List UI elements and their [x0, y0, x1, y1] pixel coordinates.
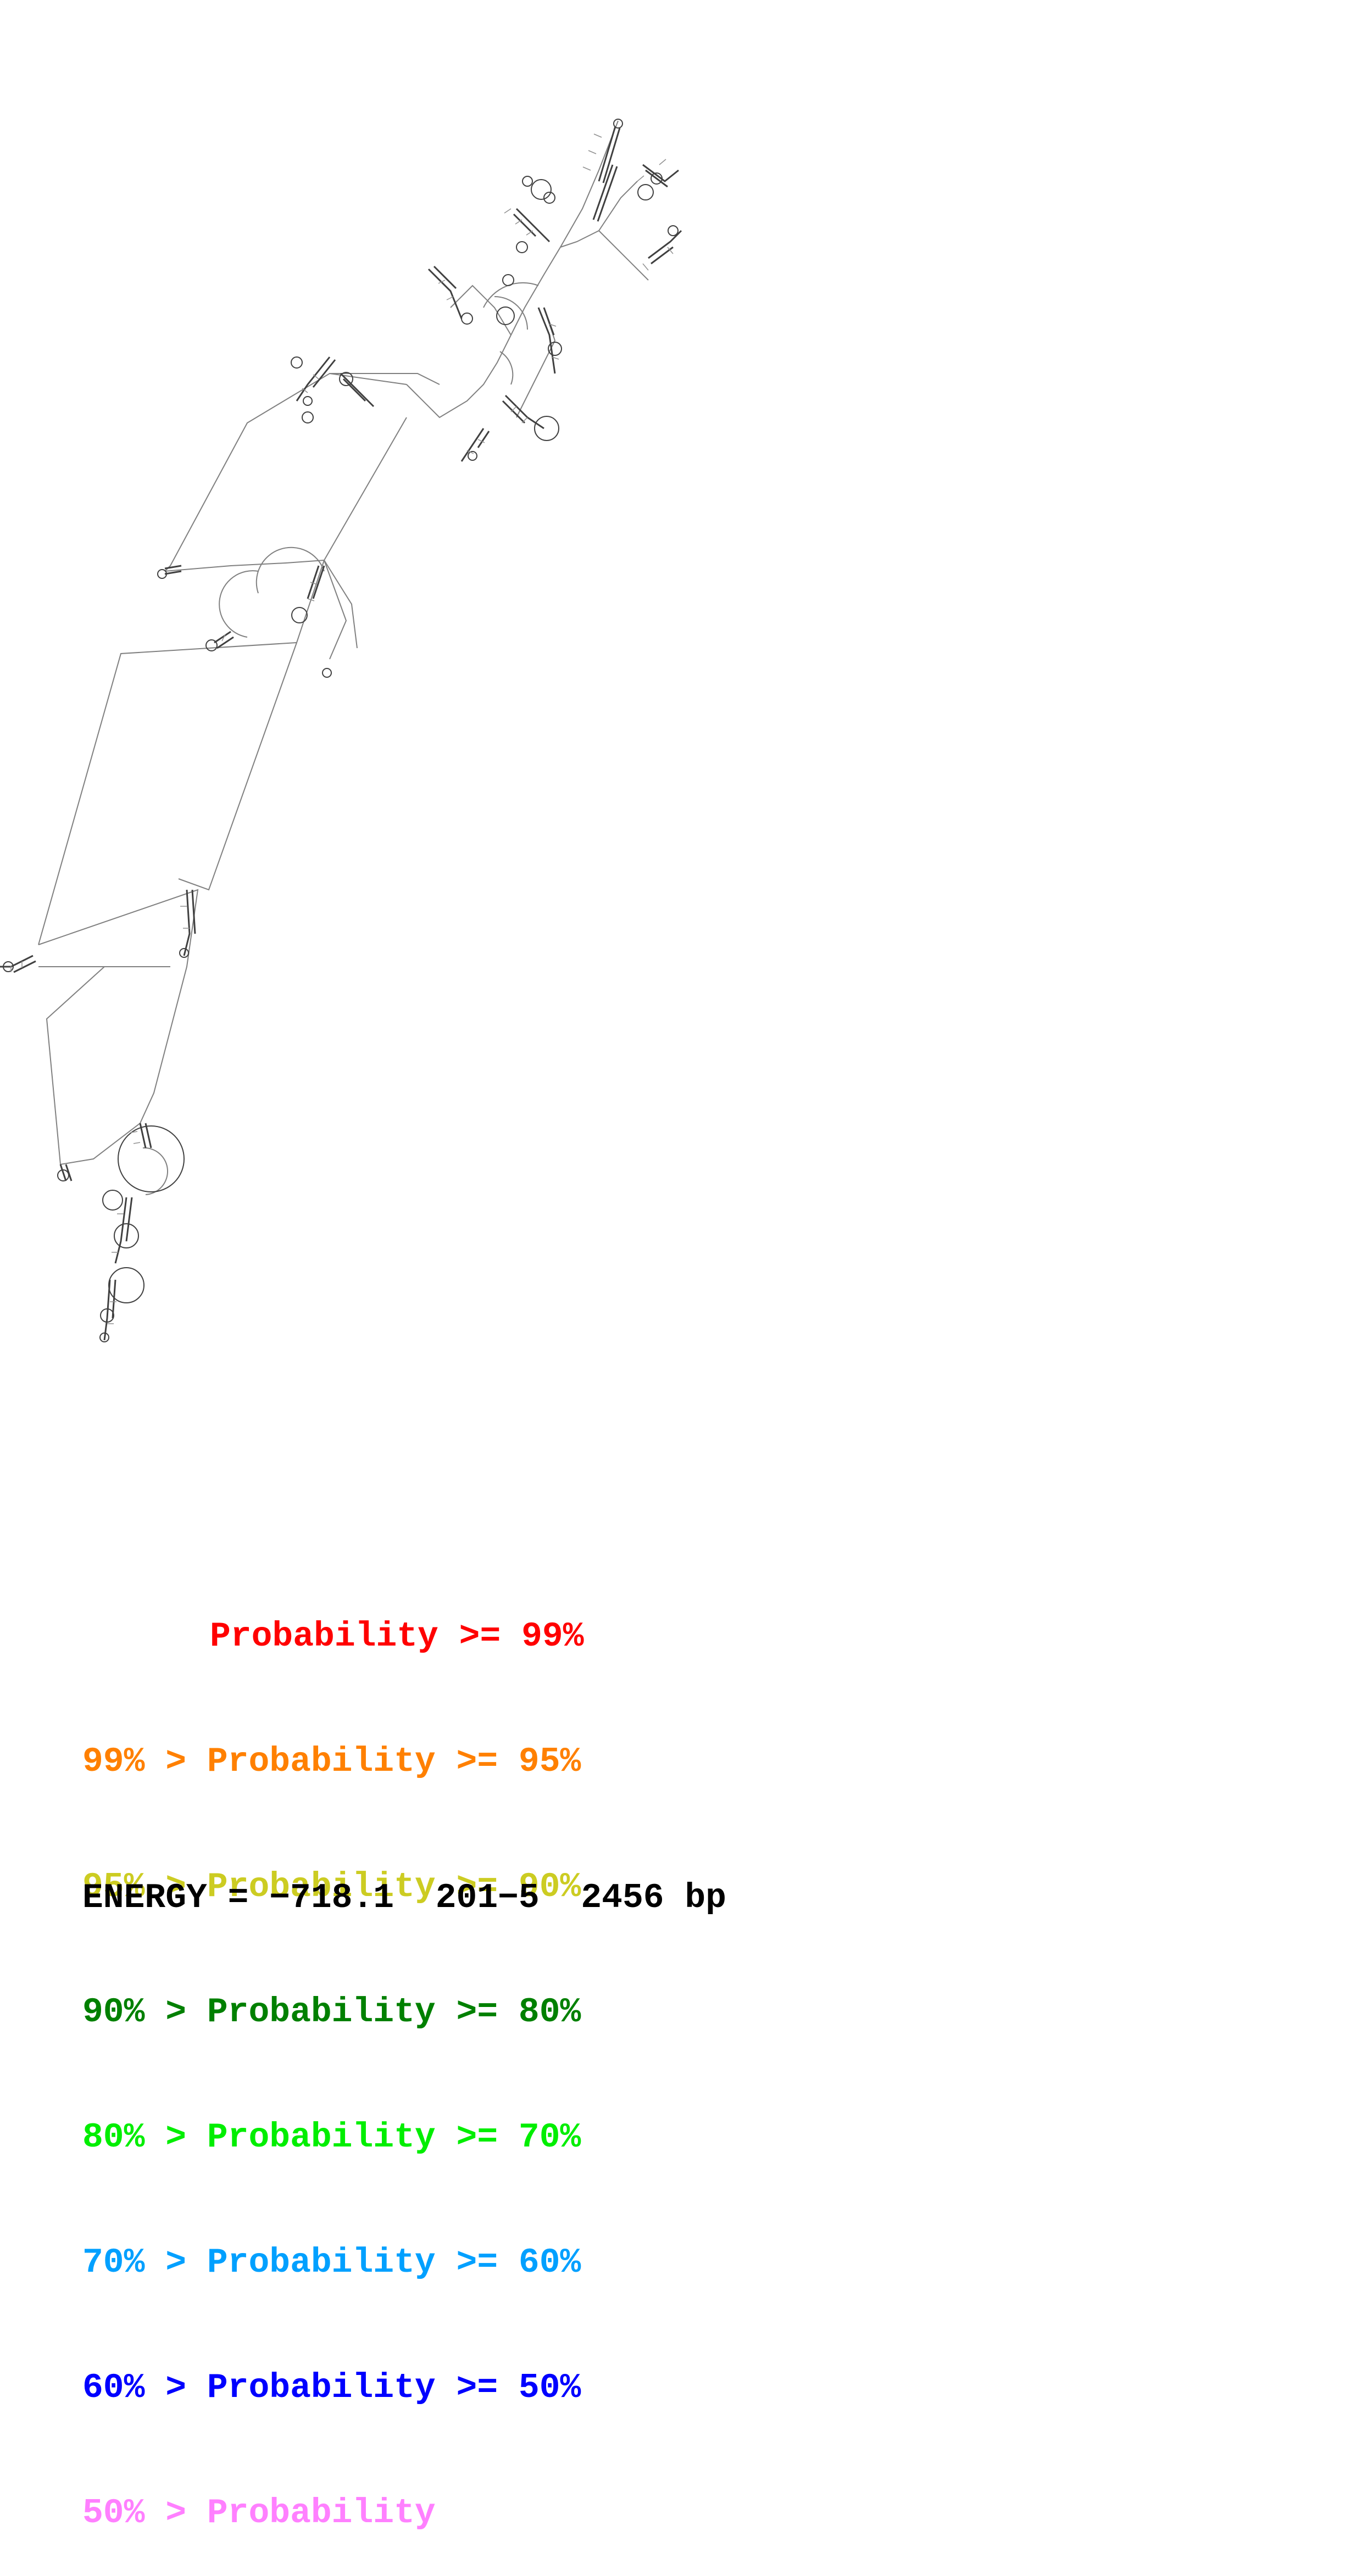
hairpin-loop: [118, 1125, 185, 1192]
legend-row: 70% > Probability >= 60%: [82, 2242, 584, 2284]
helix: [598, 126, 621, 183]
helix: [0, 955, 36, 973]
legend-row: 99% > Probability >= 95%: [82, 1741, 584, 1783]
hairpin-loop: [339, 372, 353, 386]
hairpin-loop: [303, 396, 313, 406]
legend-prefix: 50% >: [82, 2494, 207, 2533]
legend-row: 60% > Probability >= 50%: [82, 2367, 584, 2409]
multiloop-arc: [483, 282, 539, 308]
backbone-segment: [598, 230, 649, 281]
hairpin-loop: [468, 451, 477, 461]
helix: [164, 565, 182, 575]
backbone-segment: [560, 181, 638, 248]
hairpin-loop: [205, 639, 218, 651]
rna-secondary-structure-diagram: [0, 119, 682, 1342]
hairpin-loop: [3, 961, 14, 972]
legend-row: 90% > Probability >= 80%: [82, 1992, 584, 2033]
legend-row: 95% > Probability >= 90%: [82, 1866, 584, 1908]
legend-label: Probability >= 95%: [207, 1742, 581, 1781]
hairpin-loop: [102, 1190, 123, 1211]
helix: [537, 307, 556, 374]
legend-label: Probability >= 80%: [207, 1993, 581, 2032]
helix: [427, 265, 463, 319]
hairpin-loop: [291, 356, 303, 369]
legend-label: Probability >= 90%: [207, 1867, 581, 1906]
hairpin-loop: [651, 172, 663, 185]
multiloop-arc: [494, 296, 528, 330]
hairpin-loop: [502, 274, 514, 286]
helix: [114, 1197, 133, 1264]
backbone-segment: [38, 642, 297, 945]
hairpin-loop: [613, 119, 623, 129]
hairpin-loop: [496, 306, 515, 325]
backbone: [38, 120, 649, 1195]
legend-label: Probability >= 70%: [207, 2118, 581, 2157]
loops: [3, 119, 679, 1342]
backbone-segment: [38, 889, 199, 1124]
multiloop-arc: [219, 570, 259, 638]
hairpin-loop: [99, 1332, 109, 1342]
helices: [0, 126, 682, 1341]
legend-row: 50% > Probability: [82, 2493, 584, 2534]
helix: [460, 428, 490, 462]
helix: [340, 372, 375, 408]
multiloop-arc: [142, 1147, 169, 1195]
hairpin-loop: [157, 569, 167, 579]
hairpin-loop: [516, 241, 528, 253]
hairpin-loop: [57, 1169, 69, 1181]
hairpin-loop: [179, 948, 189, 958]
backbone-segment: [46, 966, 141, 1166]
backbone-segment: [178, 560, 325, 891]
hairpin-loop: [531, 179, 552, 200]
hairpin-loop: [522, 176, 533, 187]
backbone-segment: [164, 560, 325, 572]
hairpin-loop: [114, 1223, 139, 1248]
legend-prefix: 99% >: [82, 1742, 207, 1781]
hairpin-loop: [534, 416, 559, 441]
hairpin-loop: [543, 192, 555, 204]
hairpin-loop: [637, 184, 654, 200]
legend-prefix: 80% >: [82, 2118, 207, 2157]
backbone-segment: [324, 560, 358, 649]
legend-label: Probability >= 50%: [207, 2368, 581, 2407]
helix: [59, 1164, 73, 1181]
hairpin-loop: [302, 411, 314, 423]
hairpin-loop: [100, 1308, 114, 1323]
legend-prefix: 70% >: [82, 2243, 207, 2282]
legend-label: Probability >= 99%: [210, 1617, 584, 1656]
backbone-segment: [330, 373, 440, 385]
backbone-segment: [324, 417, 407, 561]
backbone-segment: [450, 285, 512, 336]
helix: [642, 164, 679, 188]
energy-footer: ENERGY = −718.1 201−5 2456 bp: [82, 1878, 726, 1917]
hairpin-loop: [322, 668, 332, 678]
helix: [296, 356, 336, 402]
hairpin-loop: [668, 225, 679, 236]
legend-prefix: 90% >: [82, 1993, 207, 2032]
probability-legend: Probability >= 99% 99% > Probability >= …: [82, 1532, 584, 2576]
legend-label: Probability: [207, 2494, 436, 2533]
base-ticks: [10, 133, 674, 1324]
helix: [648, 230, 682, 265]
helix: [513, 208, 551, 243]
helix: [307, 565, 325, 599]
legend-row: 80% > Probability >= 70%: [82, 2117, 584, 2159]
helix: [502, 394, 544, 430]
hairpin-loop: [108, 1267, 144, 1303]
multiloop-arc: [255, 547, 325, 594]
hairpin-loop: [461, 313, 473, 325]
legend-row: Probability >= 99%: [82, 1616, 584, 1658]
hairpin-loop: [291, 607, 308, 623]
legend-label: Probability >= 60%: [207, 2243, 581, 2282]
backbone-segment: [324, 560, 347, 660]
legend-prefix: 95% >: [82, 1867, 207, 1906]
legend-prefix: 60% >: [82, 2368, 207, 2407]
helix: [592, 164, 618, 222]
helix: [214, 631, 234, 649]
multiloop-arc: [499, 351, 514, 385]
hairpin-loop: [548, 342, 562, 356]
